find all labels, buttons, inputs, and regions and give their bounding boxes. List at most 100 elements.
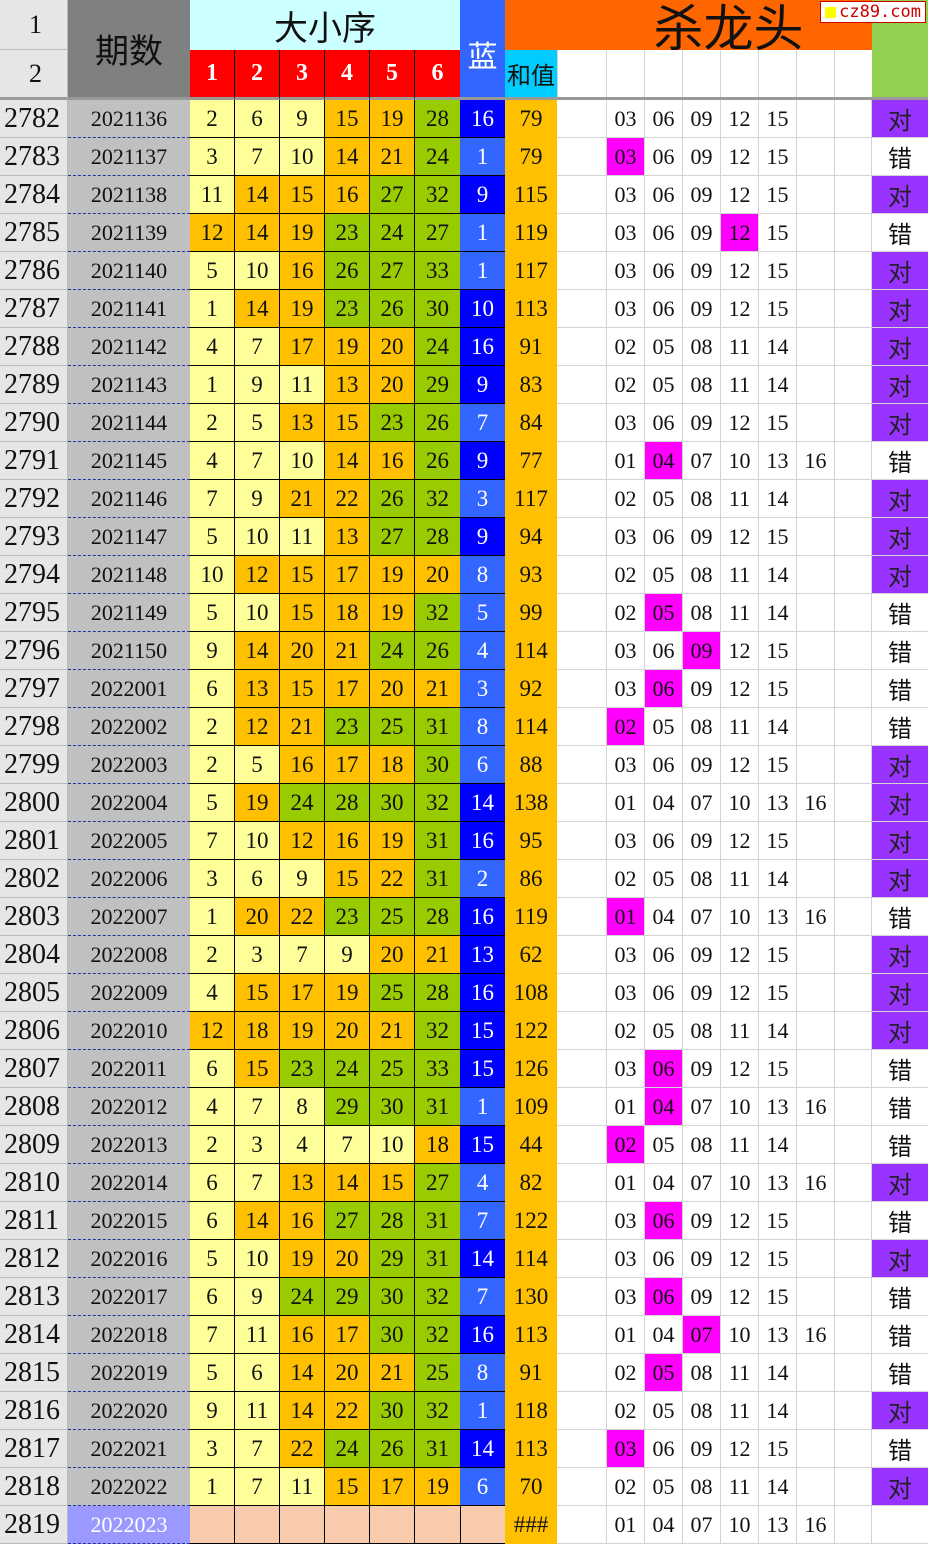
number-cell[interactable]: 21 [415,936,460,974]
number-cell[interactable]: 2 [190,936,235,974]
kill-number-cell[interactable]: 09 [683,670,721,708]
kill-number-cell[interactable]: 02 [607,556,645,594]
kill-number-cell[interactable]: 09 [683,290,721,328]
number-cell[interactable]: 11 [280,1468,325,1506]
kill-number-cell[interactable] [797,100,835,138]
number-cell[interactable]: 5 [190,1354,235,1392]
number-cell[interactable]: 7 [190,480,235,518]
number-cell[interactable]: 15 [280,176,325,214]
number-cell[interactable]: 20 [370,670,415,708]
number-cell[interactable]: 20 [325,1354,370,1392]
number-cell[interactable]: 26 [325,252,370,290]
number-cell[interactable]: 15 [280,670,325,708]
sum-cell[interactable]: 130 [505,1278,557,1316]
blue-ball-cell[interactable]: 9 [460,366,505,404]
kill-number-cell[interactable]: 11 [721,1468,759,1506]
row-number[interactable]: 2800 [0,784,68,822]
number-cell[interactable]: 16 [280,1202,325,1240]
kill-number-cell[interactable]: 02 [607,860,645,898]
number-cell[interactable]: 3 [190,860,235,898]
number-cell[interactable]: 21 [280,708,325,746]
kill-number-cell[interactable]: 07 [683,1506,721,1544]
sum-cell[interactable]: 118 [505,1392,557,1430]
kill-number-cell[interactable]: 02 [607,480,645,518]
number-cell[interactable]: 15 [280,594,325,632]
number-cell[interactable]: 4 [280,1126,325,1164]
kill-number-cell[interactable]: 15 [759,100,797,138]
number-cell[interactable]: 20 [325,1240,370,1278]
kill-number-cell[interactable]: 15 [759,632,797,670]
number-cell[interactable]: 20 [370,936,415,974]
kill-number-cell[interactable]: 06 [645,822,683,860]
kill-number-cell[interactable]: 12 [721,252,759,290]
result-cell[interactable]: 对 [872,974,928,1012]
kill-number-cell[interactable]: 05 [645,1126,683,1164]
number-cell[interactable] [370,1506,415,1544]
kill-number-cell[interactable]: 02 [607,328,645,366]
row-number[interactable]: 2784 [0,176,68,214]
number-cell[interactable]: 23 [370,404,415,442]
kill-number-cell[interactable] [797,1126,835,1164]
blank-cell[interactable] [557,1202,607,1240]
row-number[interactable]: 2787 [0,290,68,328]
kill-number-cell[interactable]: 03 [607,1430,645,1468]
number-cell[interactable]: 25 [370,708,415,746]
blue-ball-cell[interactable]: 6 [460,746,505,784]
number-cell[interactable]: 9 [235,480,280,518]
number-cell[interactable]: 10 [280,442,325,480]
blue-ball-cell[interactable]: 15 [460,1126,505,1164]
period-cell[interactable]: 2022019 [68,1354,190,1392]
blank-cell[interactable] [557,594,607,632]
kill-number-cell[interactable] [797,1278,835,1316]
kill-number-cell[interactable]: 03 [607,632,645,670]
result-cell[interactable]: 对 [872,746,928,784]
number-cell[interactable]: 13 [280,1164,325,1202]
kill-number-cell[interactable]: 04 [645,442,683,480]
period-cell[interactable]: 2021143 [68,366,190,404]
kill-number-cell[interactable]: 06 [645,1430,683,1468]
number-cell[interactable]: 22 [370,860,415,898]
number-cell[interactable]: 15 [235,1050,280,1088]
number-cell[interactable]: 31 [415,1088,460,1126]
number-cell[interactable]: 10 [235,518,280,556]
number-cell[interactable]: 27 [415,214,460,252]
number-cell[interactable]: 19 [280,1012,325,1050]
blank-cell[interactable] [835,290,872,328]
kill-number-cell[interactable]: 08 [683,860,721,898]
kill-number-cell[interactable]: 09 [683,974,721,1012]
number-cell[interactable]: 24 [370,632,415,670]
sum-cell[interactable]: 114 [505,708,557,746]
result-cell[interactable] [872,1506,928,1544]
row-header-2[interactable]: 2 [0,50,68,100]
number-cell[interactable]: 31 [415,822,460,860]
number-cell[interactable]: 5 [190,252,235,290]
kill-number-cell[interactable]: 06 [645,746,683,784]
kill-number-cell[interactable]: 03 [607,138,645,176]
number-cell[interactable]: 10 [280,138,325,176]
blank-cell[interactable] [835,214,872,252]
number-cell[interactable]: 9 [280,100,325,138]
blank-cell[interactable] [557,290,607,328]
blank-cell[interactable] [835,252,872,290]
row-number[interactable]: 2782 [0,100,68,138]
kill-number-cell[interactable]: 05 [645,556,683,594]
kill-number-cell[interactable]: 10 [721,442,759,480]
blank-cell[interactable] [557,1126,607,1164]
kill-number-cell[interactable]: 03 [607,822,645,860]
kill-number-cell[interactable]: 06 [645,214,683,252]
result-cell[interactable]: 对 [872,480,928,518]
kill-number-cell[interactable] [797,594,835,632]
number-cell[interactable]: 32 [415,480,460,518]
result-cell[interactable]: 错 [872,1126,928,1164]
sum-cell[interactable]: 70 [505,1468,557,1506]
blue-ball-cell[interactable]: 15 [460,1012,505,1050]
number-cell[interactable]: 20 [325,1012,370,1050]
result-cell[interactable]: 对 [872,366,928,404]
kill-number-cell[interactable]: 02 [607,1468,645,1506]
blank-cell[interactable] [557,1468,607,1506]
kill-number-cell[interactable]: 04 [645,1316,683,1354]
row-number[interactable]: 2814 [0,1316,68,1354]
number-cell[interactable]: 20 [415,556,460,594]
number-cell[interactable]: 23 [325,898,370,936]
number-cell[interactable]: 19 [370,594,415,632]
